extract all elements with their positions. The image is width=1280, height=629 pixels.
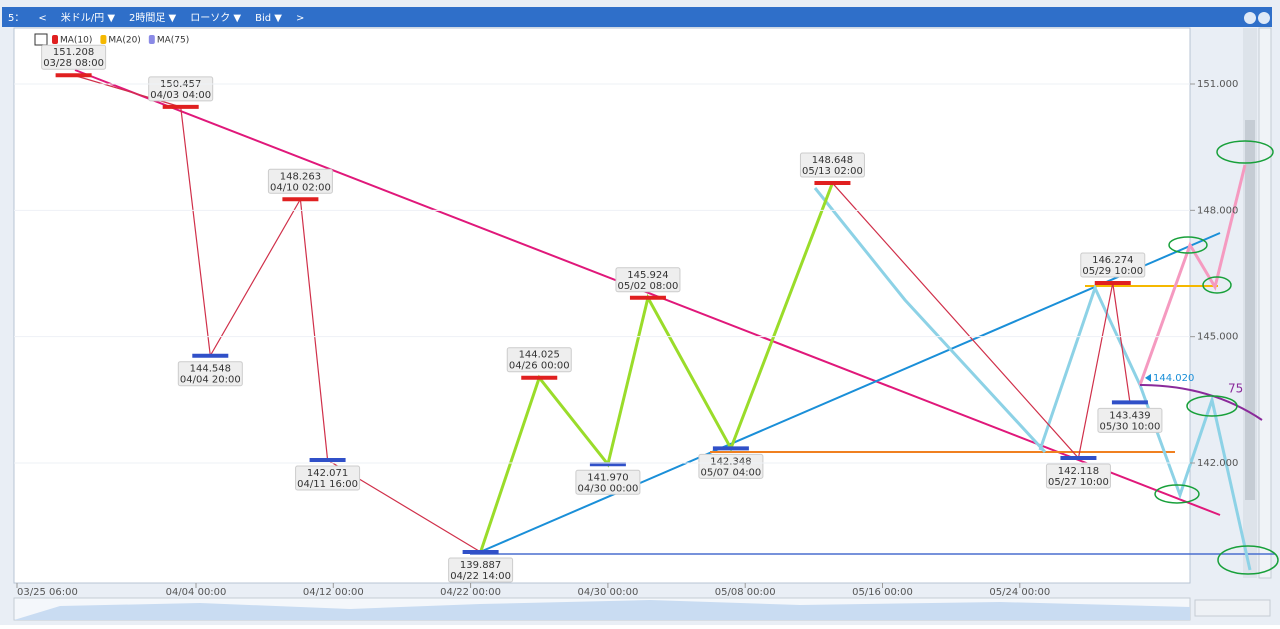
y-tick-label: 151.000 [1197,79,1238,90]
pivot-date: 04/26 00:00 [509,361,570,372]
pivot-price: 139.887 [460,560,501,571]
pivot-price: 144.548 [190,364,231,375]
legend-toggle[interactable] [34,33,48,46]
wave-line [1038,283,1142,451]
zoom-bar[interactable] [1258,27,1272,579]
target-circles [1154,140,1279,575]
toolbar-item[interactable]: 米ドル/円 ▼ [61,11,116,24]
pivot-date: 04/04 20:00 [180,375,241,386]
pivot-label-box [267,168,333,194]
x-tick-label: 04/12 00:00 [303,587,364,598]
toolbar [2,7,1272,27]
pivot-label-box [177,361,243,387]
pivot-price: 145.924 [627,270,668,281]
pivot-date: 03/28 08:00 [43,58,104,69]
pivot-price: 146.274 [1092,255,1133,266]
pivot-label-box [1097,407,1163,433]
current-price: 144.020 [1153,373,1194,384]
pivot-date: 05/27 10:00 [1048,477,1109,488]
pivot-label-box [295,465,361,491]
pivot-price: 142.118 [1058,466,1099,477]
pivot-price: 142.348 [710,456,751,467]
annotation: 75 [1228,382,1243,396]
zoom-slider[interactable] [1194,599,1271,617]
pivot-price: 148.263 [280,171,321,182]
pivot-price: 144.025 [519,350,560,361]
y-tick-label: 145.000 [1197,332,1238,343]
trend-line [74,69,1221,516]
forecast-line [1138,384,1252,571]
x-tick-label: 05/16 00:00 [852,587,913,598]
y-tick-label: 148.000 [1197,205,1238,216]
wave-line [813,187,1047,454]
pivot-date: 05/07 04:00 [700,467,761,478]
pivot-label-box [448,557,514,583]
pivot-price: 141.970 [587,472,628,483]
pivot-price: 151.208 [53,47,94,58]
navigator-area [14,600,1190,620]
forecast-line [1138,164,1247,386]
legend-swatch [100,35,107,44]
pivot-date: 05/13 02:00 [802,166,863,177]
settings-button[interactable] [1244,12,1256,24]
toolbar-items: 5： < 米ドル/円 ▼ 2時間足 ▼ ローソク ▼ Bid ▼ > [8,11,304,24]
y-tick-label: 142.000 [1197,458,1238,469]
x-tick-label: 04/30 00:00 [577,587,638,598]
pivot-label-box [615,267,681,293]
pivot-date: 05/30 10:00 [1100,421,1161,432]
pivot-price: 143.439 [1109,410,1150,421]
ma-projection [1139,384,1263,421]
close-button[interactable] [1258,12,1270,24]
pivot-label-box [41,44,107,70]
pivot-label-box [575,469,641,495]
pivot-date: 04/11 16:00 [297,479,358,490]
wave-line [479,182,834,553]
x-tick-label: 05/08 00:00 [715,587,776,598]
x-tick-label: 03/25 06:00 [17,587,78,598]
x-tick-label: 04/04 00:00 [166,587,227,598]
toolbar-item[interactable]: Bid ▼ [255,13,282,24]
pivot-label-box [148,76,214,102]
toolbar-item[interactable]: > [296,13,304,24]
legend-swatch [52,35,58,44]
pivot-price: 142.071 [307,468,348,479]
toolbar-item[interactable]: < [38,13,46,24]
pivot-price: 148.648 [812,155,853,166]
pivot-label-box [1045,463,1111,489]
scroll-thumb[interactable] [1245,120,1255,500]
legend-swatch [148,35,155,44]
toolbar-item[interactable]: 5： [8,13,24,24]
toolbar-item[interactable]: ローソク ▼ [190,12,241,24]
current-price-marker [1145,373,1151,382]
pivot-date: 04/22 14:00 [450,571,511,582]
pivot-date: 05/02 08:00 [618,281,679,292]
legend-label: MA(75) [157,36,189,46]
pivot-date: 04/10 02:00 [270,182,331,193]
pivot-date: 04/03 04:00 [150,90,211,101]
legend-label: MA(20) [108,36,140,46]
legend-label: MA(10) [60,36,92,46]
pivot-label-box [1080,252,1146,278]
pivot-label-box [506,347,572,373]
pivot-label-box [799,152,865,178]
x-tick-label: 04/22 00:00 [440,587,501,598]
pivot-label-box [698,453,764,479]
x-tick-label: 05/24 00:00 [989,587,1050,598]
pivot-date: 05/29 10:00 [1082,266,1143,277]
toolbar-item[interactable]: 2時間足 ▼ [129,12,177,24]
pivot-date: 04/30 00:00 [577,483,638,494]
